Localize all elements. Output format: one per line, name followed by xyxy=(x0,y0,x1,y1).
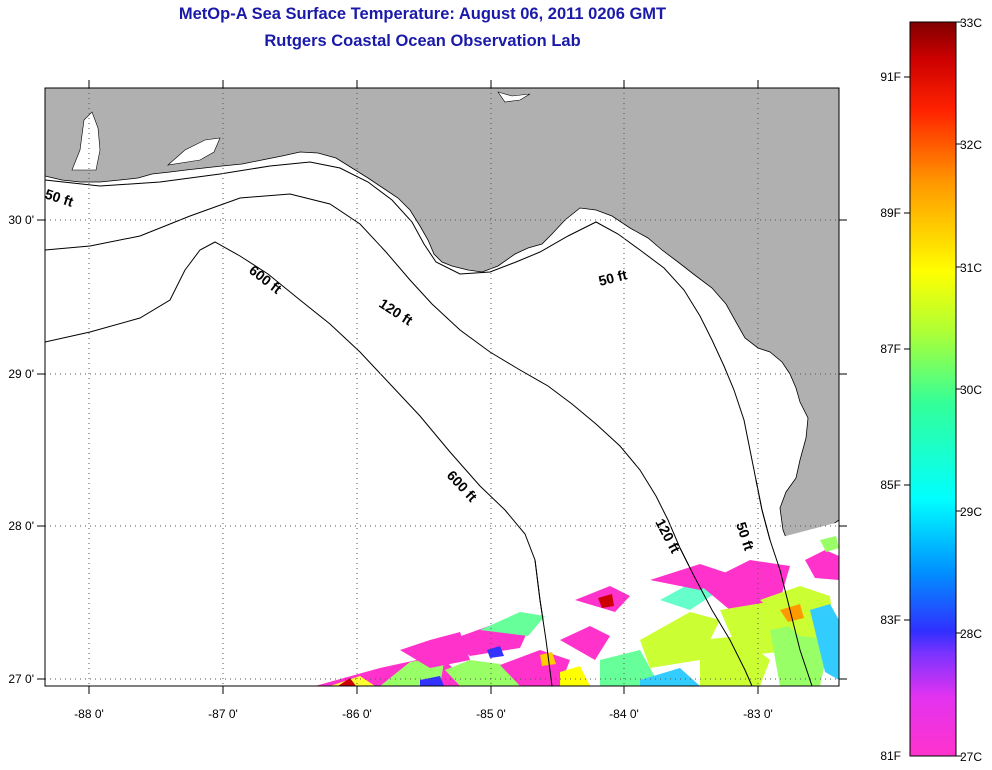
lat-tick-label: 29 0' xyxy=(8,367,34,381)
colorbar-c-label: 30C xyxy=(960,383,982,397)
isobath-120ft xyxy=(45,193,746,671)
lat-tick-label: 27 0' xyxy=(8,672,34,686)
lon-tick-label: -85 0' xyxy=(476,707,506,721)
colorbar-f-label: 87F xyxy=(880,342,901,356)
lon-tick-label: -86 0' xyxy=(342,707,372,721)
colorbar-c-label: 27C xyxy=(960,750,982,764)
colorbar-f-label: 81F xyxy=(880,749,901,763)
map-frame xyxy=(44,87,840,687)
colorbar-f-label: 85F xyxy=(880,478,901,492)
tick-marks xyxy=(37,80,847,694)
colorbar-c-label: 28C xyxy=(960,627,982,641)
isobath-120ft-overlay xyxy=(679,547,753,686)
isobath-50ft xyxy=(45,161,781,571)
lon-tick-label: -88 0' xyxy=(74,707,104,721)
lat-tick-label: 28 0' xyxy=(8,519,34,533)
colorbar-f-label: 83F xyxy=(880,613,901,627)
colorbar-c-label: 29C xyxy=(960,505,982,519)
lon-tick-label: -84 0' xyxy=(609,707,639,721)
colorbar-c-label: 32C xyxy=(960,138,982,152)
sst-pixels xyxy=(315,536,839,686)
lake-inland xyxy=(497,91,531,103)
colorbar-f-label: 89F xyxy=(880,206,901,220)
lon-tick-label: -87 0' xyxy=(208,707,238,721)
lat-tick-label: 30 0' xyxy=(8,213,34,227)
colorbar-f-label: 91F xyxy=(880,70,901,84)
colorbar-c-label: 31C xyxy=(960,261,982,275)
map-title: MetOp-A Sea Surface Temperature: August … xyxy=(178,5,667,23)
colorbar-ticks xyxy=(904,21,962,757)
colorbar-c-label: 33C xyxy=(960,16,982,30)
bay-inlet xyxy=(71,111,101,171)
bay-inlet xyxy=(167,137,221,166)
isobath-600ft-overlay xyxy=(534,559,553,686)
land-mass xyxy=(45,88,839,561)
lon-tick-label: -83 0' xyxy=(743,707,773,721)
isobath-50ft-overlay xyxy=(755,479,813,686)
isobath-600ft xyxy=(45,241,553,686)
colorbar xyxy=(909,21,957,757)
map-subtitle: Rutgers Coastal Ocean Observation Lab xyxy=(264,32,581,50)
isobath-label: 50 ft xyxy=(597,266,629,289)
